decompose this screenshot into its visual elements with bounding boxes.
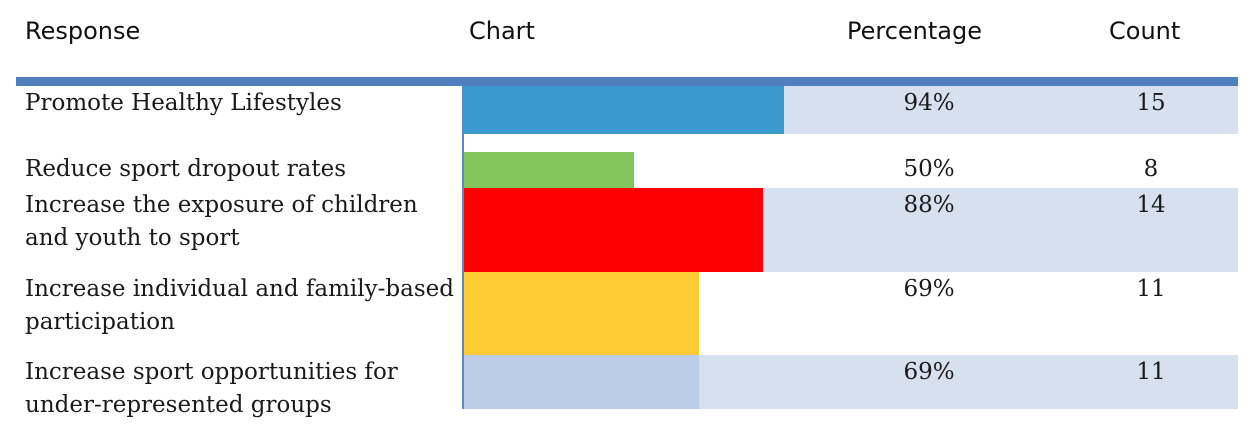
count-label: 14 (1136, 192, 1166, 218)
response-label: Increase sport opportunities for under-r… (25, 359, 398, 418)
count-label: 15 (1136, 90, 1166, 116)
header-percentage: Percentage (847, 17, 983, 45)
bar-2 (464, 152, 634, 188)
header-count: Count (1109, 17, 1181, 45)
bar-3 (464, 188, 763, 272)
percentage-label: 69% (903, 359, 955, 385)
count-label: 11 (1136, 359, 1166, 385)
chart-axis-line (462, 86, 464, 409)
bar-4 (464, 272, 699, 355)
table-row: Reduce sport dropout rates 50% 8 (0, 152, 1251, 188)
header-response: Response (25, 17, 141, 45)
percentage-label: 88% (903, 192, 955, 218)
table-row: Increase individual and family-based par… (0, 272, 1251, 355)
response-label: Increase the exposure of children and yo… (25, 192, 418, 251)
percentage-label: 94% (903, 90, 955, 116)
table-row: Increase sport opportunities for under-r… (0, 355, 1251, 418)
header-chart: Chart (469, 17, 535, 45)
bar-1 (464, 86, 784, 134)
percentage-label: 69% (903, 276, 955, 302)
count-label: 11 (1136, 276, 1166, 302)
response-label: Reduce sport dropout rates (25, 156, 347, 182)
response-label: Promote Healthy Lifestyles (25, 90, 342, 116)
response-label: Increase individual and family-based par… (25, 276, 454, 335)
header-rule (16, 77, 1238, 86)
table-row: Increase the exposure of children and yo… (0, 188, 1251, 272)
table-row: Promote Healthy Lifestyles 94% 15 (0, 86, 1251, 134)
count-label: 8 (1143, 156, 1159, 182)
bar-5 (464, 355, 699, 409)
percentage-label: 50% (903, 156, 955, 182)
